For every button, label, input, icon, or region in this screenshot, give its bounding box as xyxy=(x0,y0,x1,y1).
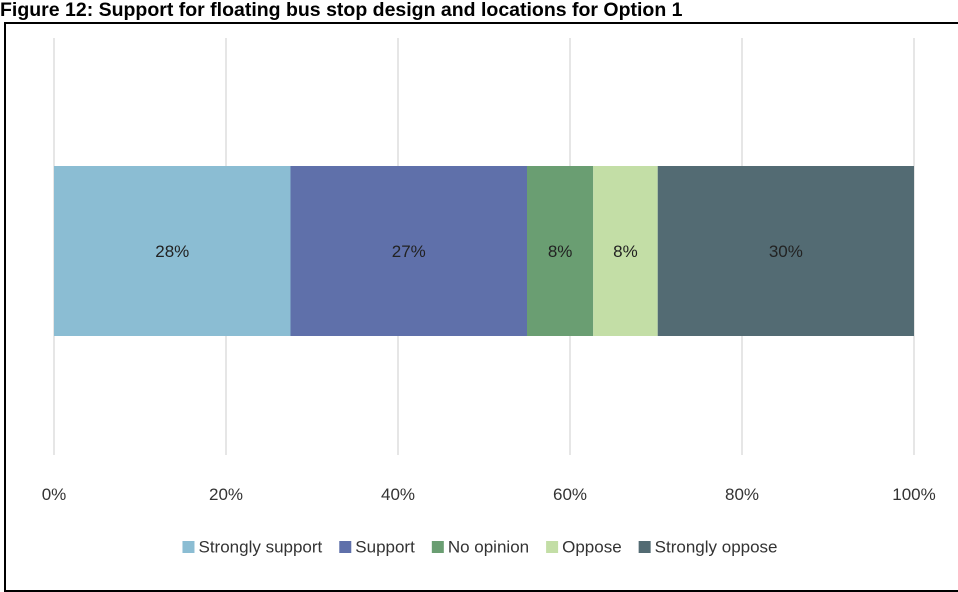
bar-segment xyxy=(54,166,291,336)
legend-swatch xyxy=(546,541,559,553)
legend-swatch xyxy=(182,541,195,553)
legend-swatch xyxy=(431,541,444,553)
data-label: 30% xyxy=(769,242,803,261)
stacked-bar-chart: 28% 27% 8% 8% 30% 0% 20% 40% 60% 80% 100% Strongl… xyxy=(42,38,936,557)
legend-item: Strongly oppose xyxy=(638,538,778,557)
bar-segment xyxy=(593,166,658,336)
data-labels: 28% 27% 8% 8% 30% xyxy=(155,242,803,261)
x-tick-label: 20% xyxy=(209,485,243,504)
x-tick-label: 0% xyxy=(42,485,67,504)
legend-label: Strongly support xyxy=(198,538,322,557)
x-tick-labels: 0% 20% 40% 60% 80% 100% xyxy=(42,485,936,504)
legend-item: No opinion xyxy=(431,538,529,557)
bar-segments xyxy=(54,166,914,336)
legend-item: Oppose xyxy=(546,538,622,557)
legend-item: Strongly support xyxy=(182,538,323,557)
x-tick-label: 80% xyxy=(725,485,759,504)
x-tick-label: 40% xyxy=(381,485,415,504)
legend-swatch xyxy=(339,541,352,553)
data-label: 28% xyxy=(155,242,189,261)
x-tick-label: 60% xyxy=(553,485,587,504)
bar-segment xyxy=(527,166,594,336)
legend-swatch xyxy=(638,541,651,553)
legend-label: Support xyxy=(355,538,415,557)
data-label: 8% xyxy=(548,242,573,261)
legend-label: No opinion xyxy=(448,538,529,557)
legend-label: Oppose xyxy=(562,538,622,557)
bar-segment xyxy=(290,166,527,336)
data-label: 27% xyxy=(392,242,426,261)
x-tick-label: 100% xyxy=(892,485,935,504)
bar-segment xyxy=(657,166,914,336)
legend-label: Strongly oppose xyxy=(655,538,778,557)
legend: Strongly support Support No opinion Oppose S… xyxy=(182,538,778,557)
data-label: 8% xyxy=(613,242,638,261)
legend-item: Support xyxy=(339,538,415,557)
chart-title: Figure 12: Support for floating bus stop… xyxy=(0,0,683,21)
